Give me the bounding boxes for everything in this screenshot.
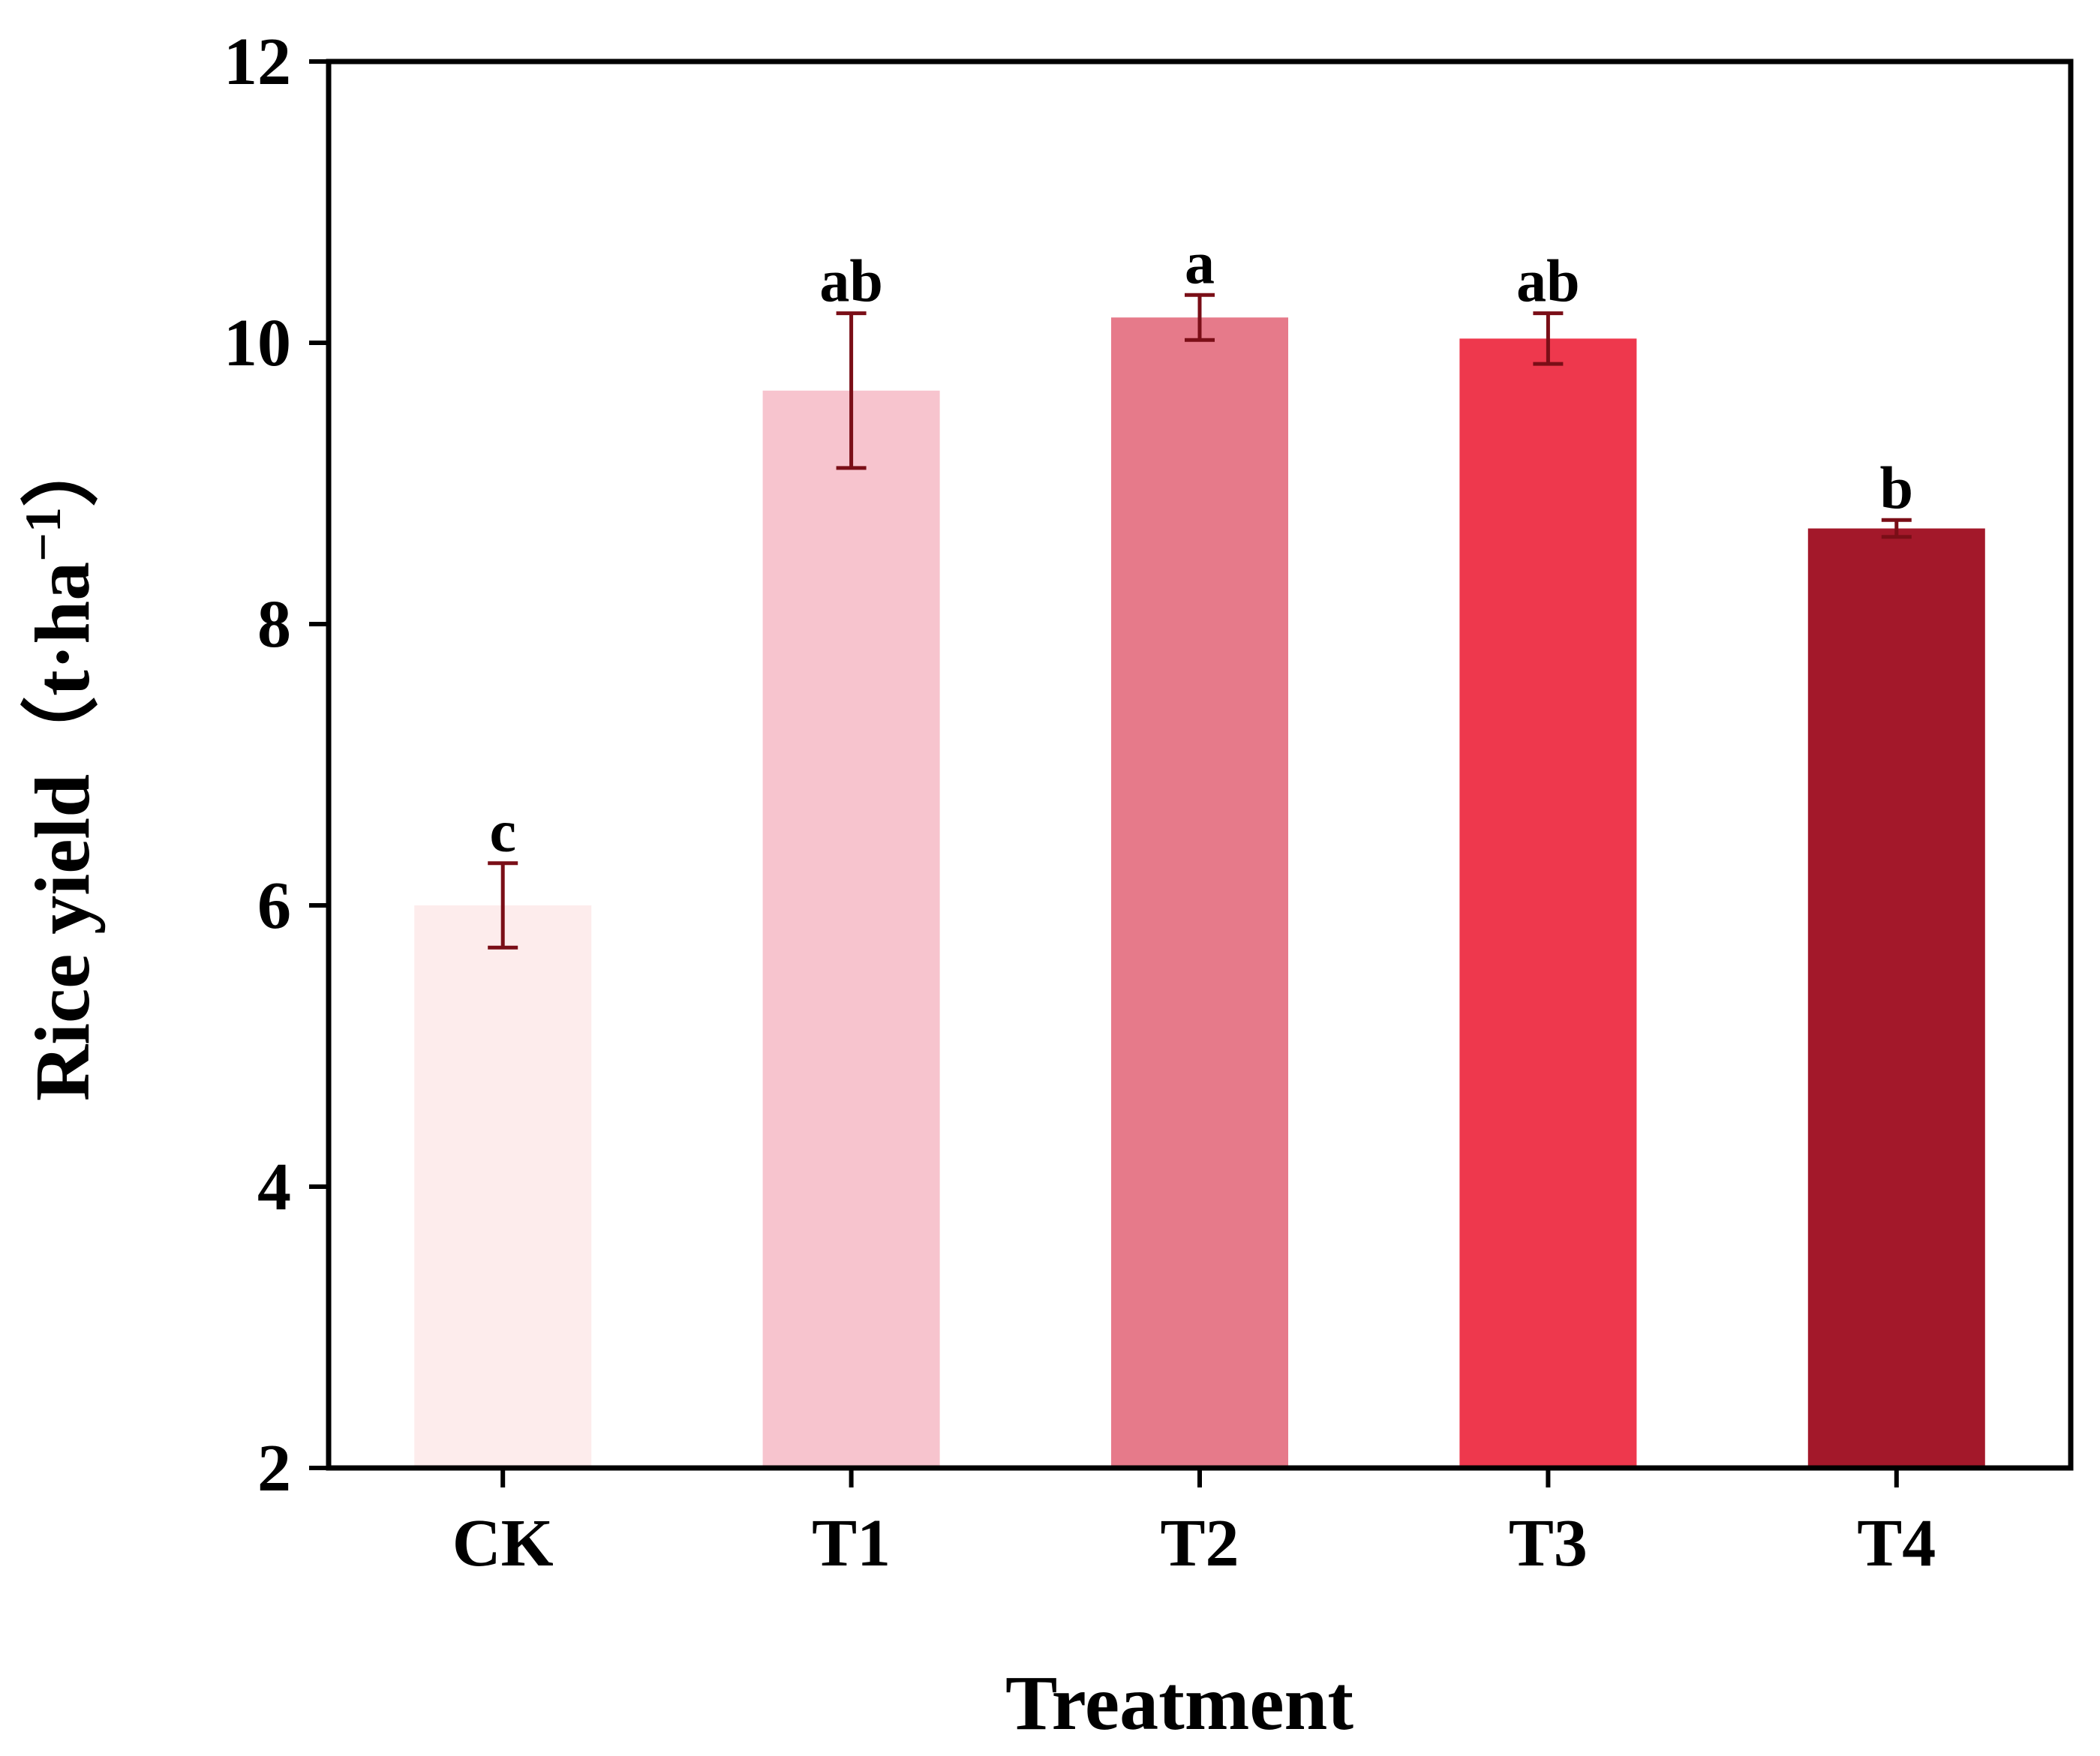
y-tick-label-2: 2	[257, 1431, 291, 1505]
significance-label-t2: a	[1185, 230, 1215, 296]
significance-labels-group: c ab a ab b	[489, 230, 1913, 865]
y-tick-label-6: 6	[257, 869, 291, 943]
y-axis: 2 4 6 8 10 12	[224, 25, 329, 1505]
y-axis-title-superscript: −1	[14, 507, 71, 562]
y-axis-title-main: Rice yield（t·ha	[20, 562, 106, 1101]
y-axis-title-close: ）	[20, 429, 106, 507]
bar-t4	[1807, 528, 1985, 1468]
bar-t1	[762, 390, 940, 1468]
y-tick-label-12: 12	[224, 25, 291, 99]
y-tick-label-4: 4	[257, 1150, 291, 1224]
bar-t3	[1459, 338, 1637, 1468]
x-tick-label-t1: T1	[812, 1506, 891, 1580]
y-axis-title: Rice yield（t·ha−1）	[14, 429, 106, 1101]
x-tick-label-t2: T2	[1160, 1506, 1239, 1580]
significance-label-t1: ab	[819, 249, 883, 315]
bars-group	[414, 317, 1985, 1468]
x-tick-label-ck: CK	[452, 1506, 554, 1580]
significance-label-t4: b	[1880, 455, 1914, 521]
x-tick-label-t4: T4	[1857, 1506, 1936, 1580]
error-bars-group	[488, 293, 1912, 950]
x-tick-label-t3: T3	[1509, 1506, 1588, 1580]
x-axis: CK T1 T2 T3 T4	[452, 1468, 1936, 1580]
bar-t2	[1111, 317, 1288, 1468]
significance-label-t3: ab	[1516, 249, 1580, 315]
y-tick-label-8: 8	[257, 587, 291, 662]
significance-label-ck: c	[489, 799, 516, 865]
x-axis-title: Treatment	[1005, 1660, 1353, 1746]
bar-ck	[414, 905, 592, 1468]
y-tick-label-10: 10	[224, 306, 291, 380]
